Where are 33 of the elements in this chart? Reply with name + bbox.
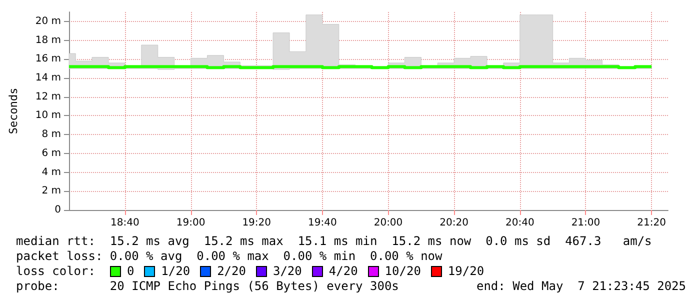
y-tick-label: 20 m	[35, 16, 61, 27]
y-tick-label: 6 m	[42, 148, 61, 159]
text: probe: 20 ICMP Echo Pings (56 Bytes) every 300s	[16, 279, 399, 294]
y-tick-label: 4 m	[42, 166, 61, 178]
y-tick-label: 16 m	[35, 54, 61, 65]
legend-label: 0	[126, 264, 134, 279]
y-tick-label: 18 m	[35, 34, 61, 46]
x-tick-label: 21:00	[571, 218, 600, 228]
legend-label: 1/20	[161, 264, 190, 279]
x-tick-label: 20:00	[374, 218, 403, 228]
x-tick-label: 20:20	[440, 218, 468, 228]
y-tick-label: 10 m	[35, 110, 61, 122]
legend-label: 3/20	[272, 264, 302, 279]
x-tick-label: 19:00	[176, 218, 206, 228]
legend-label: 19/20	[448, 264, 484, 279]
y-tick-label: 8 m	[42, 129, 61, 140]
x-tick-label: 18:40	[110, 218, 140, 228]
x-tick-label: 19:40	[308, 218, 337, 228]
legend-label: 10/20	[384, 264, 421, 279]
text: packet loss: 0.00 % avg 0.00 % max 0.00 % min 0.00 % now	[16, 249, 444, 264]
text: median rtt: 15.2 ms avg 15.2 ms max 15.1 ms min 15.2 ms now 0.0 ms sd 467.3 am/s	[16, 234, 653, 249]
y-tick-label: 2 m	[42, 186, 61, 197]
text: end: Wed May 7 21:23:45 2025	[476, 279, 686, 294]
x-tick-label: 21:20	[637, 218, 666, 228]
x-tick-label: 20:40	[505, 218, 534, 228]
legend-title: loss color:	[16, 264, 96, 279]
y-tick-label: 14 m	[35, 72, 61, 84]
y-axis-title: Seconds	[7, 88, 20, 134]
legend-label: 4/20	[328, 264, 358, 279]
y-tick-label: 12 m	[35, 91, 61, 102]
y-tick-label: 0	[54, 204, 61, 216]
legend-label: 2/20	[217, 264, 246, 279]
x-tick-label: 19:20	[242, 218, 272, 228]
